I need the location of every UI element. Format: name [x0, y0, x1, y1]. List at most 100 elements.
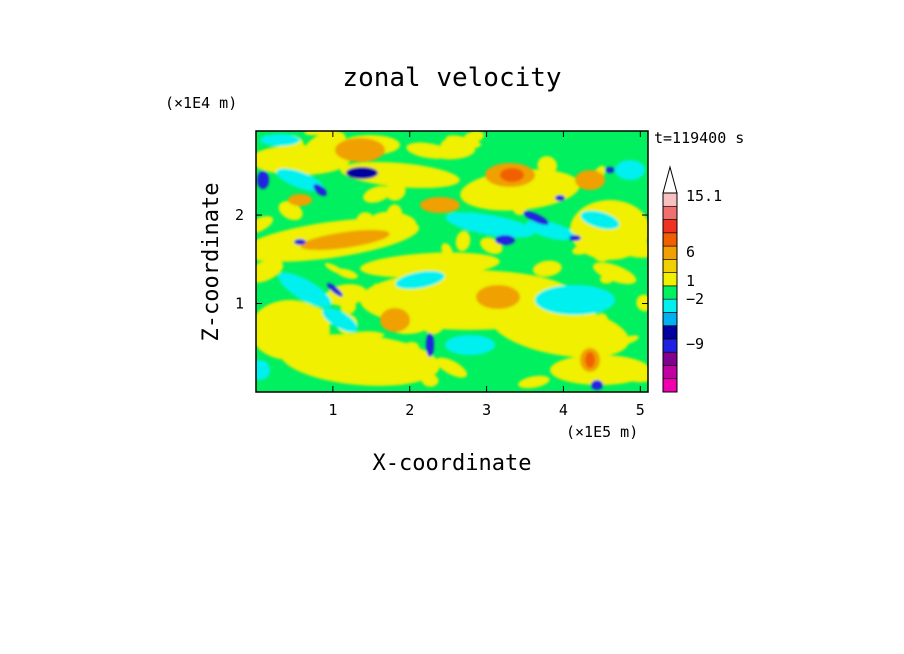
blue-region: [523, 211, 549, 225]
colorbar-level: [662, 192, 678, 207]
colorbar-level: [662, 298, 678, 313]
yellow-speckle: [436, 357, 468, 378]
time-label: t=119400 s: [654, 129, 744, 147]
colorbar-label: 1: [686, 272, 695, 290]
yellow-speckle: [599, 237, 638, 259]
yellow-speckle: [371, 211, 417, 232]
yellow-speckle: [286, 326, 324, 350]
yellow-speckle: [518, 375, 550, 389]
yellow-speckle: [278, 201, 303, 221]
colorbar-label: 6: [686, 243, 695, 261]
field-blobs: [256, 131, 648, 390]
orange-region: [288, 194, 312, 206]
colorbar-level: [662, 245, 678, 260]
x-tick-label: 4: [559, 401, 568, 419]
colorbar-level: [662, 259, 678, 273]
colorbar-label: −2: [686, 290, 704, 308]
orange-region: [300, 229, 390, 251]
colorbar-level: [662, 219, 678, 234]
orange-region: [380, 308, 410, 332]
colorbar-label: 15.1: [686, 187, 722, 205]
cyan-region: [256, 360, 270, 380]
contour-field: [256, 131, 648, 392]
cyan-region: [260, 134, 300, 146]
yellow-speckle: [338, 343, 354, 353]
colorbar-frame: [662, 192, 678, 393]
yellow-speckle: [363, 185, 392, 203]
orange-region: [335, 138, 385, 162]
yellow-speckle: [393, 300, 427, 320]
dark-orange-core: [585, 352, 595, 368]
yellow-speckle: [623, 242, 648, 258]
blue-region: [569, 235, 581, 241]
yellow-speckle: [615, 363, 648, 383]
x-tick-label: 3: [482, 401, 491, 419]
chart-title: zonal velocity: [342, 63, 561, 93]
yellow-speckle: [371, 283, 384, 300]
cyan-region: [278, 272, 332, 308]
y-tick-label: 1: [235, 295, 244, 313]
yellow-speckle: [532, 260, 562, 277]
x-tick-label: 5: [636, 401, 645, 419]
blue-region: [257, 171, 269, 189]
y-axis-ticks: 12: [235, 206, 648, 313]
orange-region: [476, 285, 520, 309]
plot-frame: [255, 130, 649, 393]
cyan-region: [276, 168, 324, 192]
yellow-speckle: [599, 275, 614, 284]
colorbar-level: [662, 378, 678, 393]
x-unit-label: (×1E5 m): [566, 423, 638, 441]
x-tick-label: 1: [328, 401, 337, 419]
yellow-speckle: [402, 341, 420, 354]
y-axis-label: Z-coordinate: [199, 183, 224, 342]
yellow-speckle: [421, 374, 439, 387]
x-axis-label: X-coordinate: [373, 451, 532, 476]
blue-region: [555, 195, 565, 201]
colorbar-level: [662, 205, 678, 220]
colorbar-level: [662, 351, 678, 366]
yellow-speckle: [441, 243, 453, 259]
colorbar-extend-arrow: [662, 165, 678, 194]
yellow-speckle: [617, 208, 644, 223]
blue-region: [327, 283, 343, 297]
cyan-region: [615, 160, 645, 180]
yellow-speckle: [614, 335, 639, 346]
yellow-speckle: [356, 212, 375, 230]
colorbar-level: [662, 365, 678, 380]
yellow-speckle: [592, 262, 637, 285]
yellow-speckle: [350, 331, 385, 339]
cyan-region: [445, 335, 495, 355]
x-axis-ticks: 1 2 3 4 5: [328, 131, 645, 419]
cyan-region: [322, 307, 358, 333]
yellow-speckle: [467, 272, 482, 286]
yellow-region: [360, 252, 500, 278]
yellow-speckle: [293, 308, 324, 331]
yellow-speckle: [455, 230, 471, 252]
yellow-speckle: [324, 263, 345, 275]
blue-region: [426, 333, 434, 357]
colorbar: 15.1 6 1−2 −9: [662, 165, 722, 393]
blue-region: [313, 184, 327, 196]
colorbar-level: [662, 338, 678, 353]
cyan-region: [580, 210, 620, 230]
yellow-speckle: [286, 251, 311, 261]
cyan-region: [445, 212, 535, 238]
yellow-speckle: [385, 181, 406, 201]
blue-region: [591, 380, 603, 390]
blue-region: [495, 235, 515, 245]
yellow-speckle: [441, 272, 456, 283]
yellow-speckle: [589, 230, 617, 249]
y-unit-label: (×1E4 m): [165, 94, 237, 112]
orange-region: [420, 197, 460, 213]
yellow-speckle: [421, 313, 444, 335]
blue-region: [294, 239, 306, 245]
cyan-region: [525, 219, 575, 241]
orange-region: [575, 170, 605, 190]
x-tick-label: 2: [405, 401, 414, 419]
colorbar-level: [662, 232, 678, 247]
colorbar-level: [662, 272, 678, 287]
cyan-region: [535, 285, 615, 315]
colorbar-level: [662, 312, 678, 326]
yellow-speckle: [256, 216, 274, 234]
